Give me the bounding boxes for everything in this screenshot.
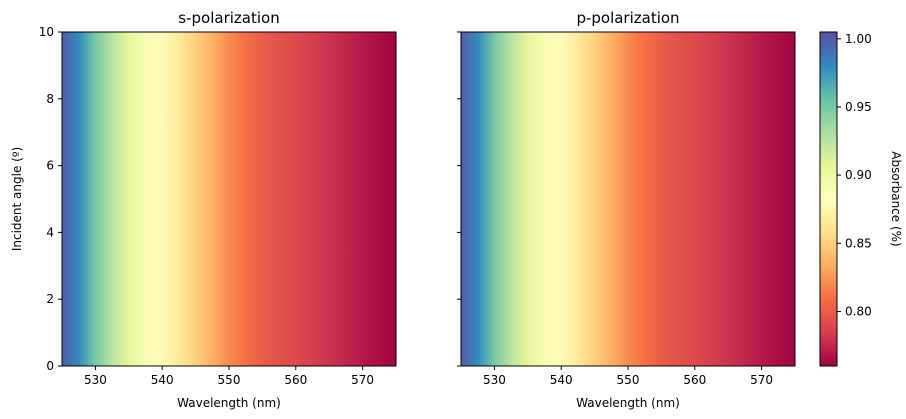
- p-x-tick-label: 550: [617, 373, 640, 387]
- colorbar-label: Absorbance (%): [889, 151, 903, 247]
- p-y-ticks: [457, 31, 461, 367]
- colorbar-tick-label: 0.95: [845, 100, 872, 114]
- s-x-tick-label: 570: [351, 373, 374, 387]
- s-panel-title: s-polarization: [178, 9, 279, 27]
- colorbar-tick-label: 0.85: [845, 236, 872, 250]
- s-x-tick-label: 530: [84, 373, 107, 387]
- p-panel-title: p-polarization: [576, 9, 679, 27]
- colorbar-frame: [819, 31, 838, 367]
- s-x-ticks: 530 540 550 560 570: [84, 366, 374, 387]
- colorbar-tick-label: 1.00: [845, 32, 872, 46]
- s-y-tick-label: 10: [39, 25, 54, 39]
- p-x-tick-label: 540: [550, 373, 573, 387]
- p-polarization-panel: p-polarization 530 540 550 560 570 Wavelengt…: [457, 9, 796, 410]
- colorbar-ticks: 0.80 0.85 0.90 0.95 1.00: [837, 32, 872, 318]
- p-x-ticks: 530 540 550 560 570: [483, 366, 773, 387]
- p-heatmap: [461, 32, 795, 366]
- s-x-tick-label: 540: [151, 373, 174, 387]
- colorbar-gradient: [820, 32, 837, 366]
- colorbar-tick-label: 0.90: [845, 168, 872, 182]
- s-y-axis-label: Incident angle (º): [10, 147, 24, 251]
- colorbar: 0.80 0.85 0.90 0.95 1.00 Absorbance (%): [819, 31, 903, 367]
- s-heatmap: [62, 32, 396, 366]
- s-x-tick-label: 560: [284, 373, 307, 387]
- p-x-tick-label: 530: [483, 373, 506, 387]
- p-x-axis-label: Wavelength (nm): [576, 396, 680, 410]
- s-x-tick-label: 550: [218, 373, 241, 387]
- p-x-tick-label: 570: [750, 373, 773, 387]
- p-x-tick-label: 560: [683, 373, 706, 387]
- s-x-axis-label: Wavelength (nm): [177, 396, 281, 410]
- colorbar-tick-label: 0.80: [845, 304, 872, 318]
- s-y-tick-label: 2: [46, 292, 54, 306]
- s-y-ticks: 0 2 4 6 8 10: [39, 25, 62, 373]
- s-y-tick-label: 0: [46, 359, 54, 373]
- s-polarization-panel: s-polarization 530 540 550 560 570 0 2 4 6 8 10 W…: [10, 9, 397, 410]
- s-y-tick-label: 4: [46, 225, 54, 239]
- s-y-tick-label: 8: [46, 92, 54, 106]
- s-y-tick-label: 6: [46, 159, 54, 173]
